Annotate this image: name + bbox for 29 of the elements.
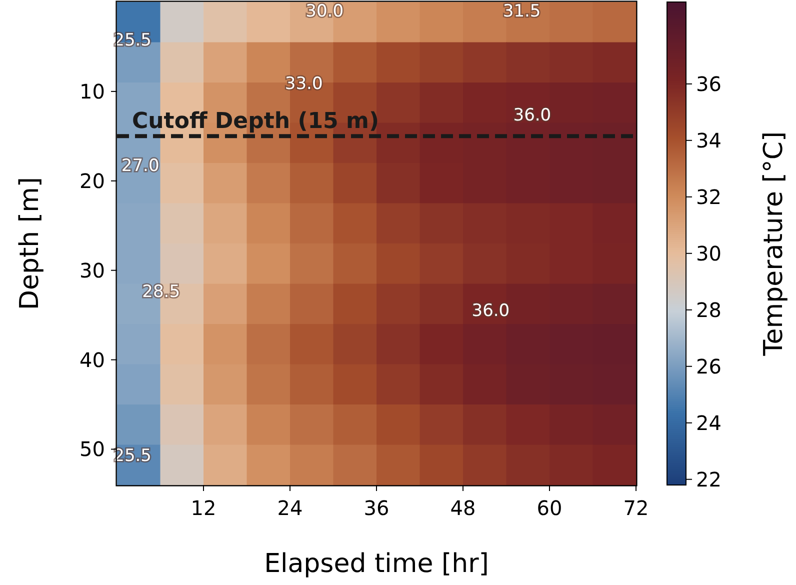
- annotation: 33.0: [284, 74, 323, 94]
- y-tick-label: 40: [80, 348, 105, 372]
- color-bar-label: 32: [696, 184, 722, 209]
- x-tick-label: 36: [364, 496, 390, 520]
- annotation: 31.5: [502, 2, 541, 22]
- color-bar-label: 34: [696, 128, 722, 152]
- y-tick-label: 50: [80, 437, 105, 462]
- y-tick-label: 20: [80, 168, 105, 193]
- x-tick-label: 60: [536, 496, 562, 520]
- x-tick-label: 24: [277, 496, 303, 520]
- color-bar-label: 30: [696, 241, 722, 266]
- x-tick-label: 12: [190, 496, 216, 520]
- y-tick-label: 10: [80, 79, 105, 104]
- annotation: 36.0: [472, 301, 510, 322]
- color-bar-label: 24: [696, 410, 722, 435]
- color-bar-label: 28: [696, 298, 722, 322]
- ref-line-label: Cutoff Depth (15 m): [132, 109, 379, 134]
- color-bar-label: 36: [696, 72, 722, 96]
- color-bar-label: 26: [696, 354, 722, 378]
- color-bar-label: 22: [696, 467, 722, 492]
- color-bar-title: Temperature [°C]: [759, 131, 789, 357]
- y-tick-label: 30: [80, 258, 105, 282]
- x-tick-label: 48: [450, 496, 476, 520]
- x-axis-title: Elapsed time [hr]: [264, 549, 489, 579]
- annotation: 36.0: [513, 106, 552, 126]
- y-axis-title: Depth [m]: [15, 176, 45, 310]
- x-tick-label: 72: [623, 496, 649, 520]
- annotation: 27.0: [121, 156, 160, 176]
- annotation: 30.0: [306, 2, 344, 22]
